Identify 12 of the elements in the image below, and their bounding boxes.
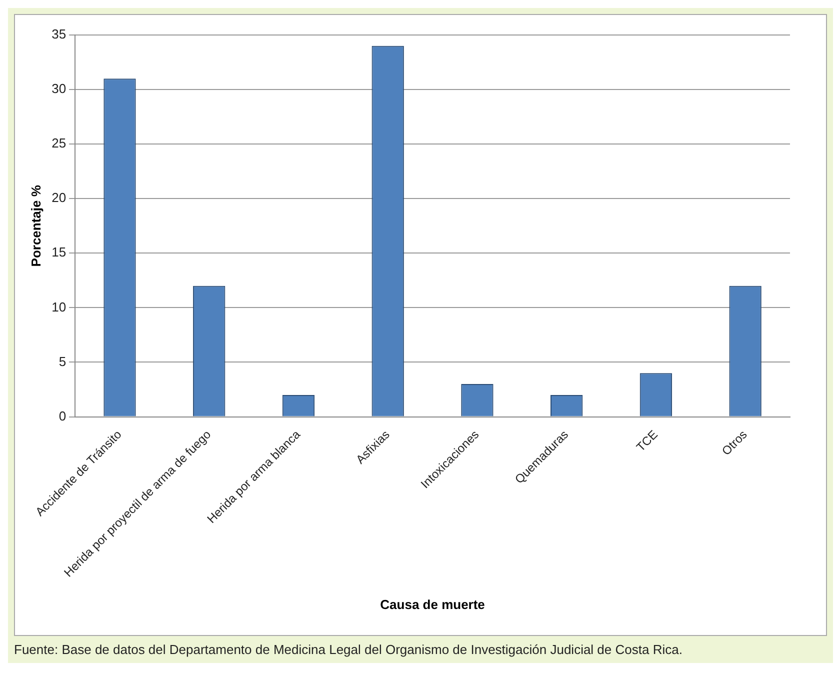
y-tick-label: 25 bbox=[52, 136, 66, 151]
y-tick-label: 10 bbox=[52, 299, 66, 314]
y-tick-label: 5 bbox=[58, 354, 66, 369]
y-tick-label: 35 bbox=[52, 26, 66, 42]
x-tick-label: TCE bbox=[634, 427, 660, 454]
y-axis-title: Porcentaje % bbox=[28, 184, 44, 267]
x-axis-title: Causa de muerte bbox=[380, 596, 485, 612]
y-tick-label: 20 bbox=[52, 190, 66, 206]
y-tick-label: 15 bbox=[52, 244, 66, 260]
y-tick-label: 0 bbox=[58, 408, 66, 424]
source-note: Fuente: Base de datos del Departamento de Medicina Legal del Organismo de Investigación Judicial de Costa Rica. bbox=[14, 642, 684, 657]
y-tick-label: 30 bbox=[52, 81, 66, 96]
